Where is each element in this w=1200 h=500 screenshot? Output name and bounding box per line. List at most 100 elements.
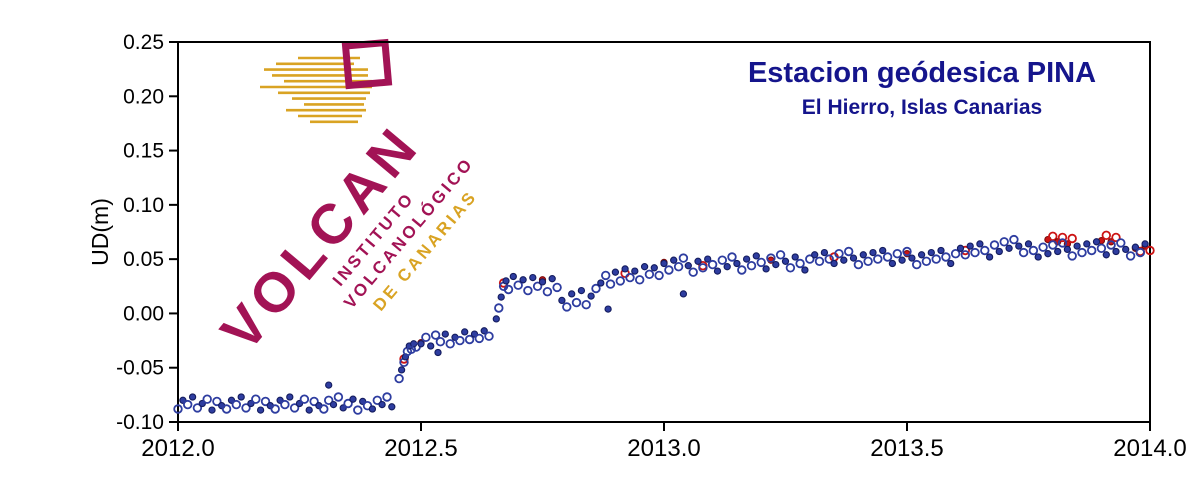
data-point [742,255,751,263]
data-point [1024,240,1033,248]
y-tick-label: 0.15 [123,140,164,163]
data-point [824,254,834,264]
data-point [688,267,698,277]
data-point [882,252,893,262]
data-point [591,283,601,294]
data-point [604,305,612,313]
data-point [931,254,941,264]
data-points [173,230,1155,415]
data-point [801,266,809,274]
data-point [1125,251,1136,261]
data-point [1009,234,1019,245]
data-point [684,262,692,270]
data-point [523,285,533,296]
data-point [791,253,799,261]
data-point [221,404,232,414]
data-point [985,253,994,261]
data-point [1111,232,1121,243]
data-point [650,264,658,272]
data-point [1083,240,1091,248]
data-point [970,247,980,258]
data-point [830,259,838,268]
involcan-hatch-icon [260,56,372,124]
data-point [212,396,222,407]
data-point [921,256,932,266]
data-point [237,393,245,401]
data-point [644,269,655,279]
data-point [717,255,727,265]
data-point [1141,240,1149,248]
data-point [173,404,183,414]
data-point [673,262,684,272]
data-point [723,263,731,271]
data-point [631,267,639,275]
data-point [577,286,586,295]
x-axis-ticks: 2012.0 2012.5 2013.0 2013.5 2014.0 [141,422,1187,462]
data-point [394,373,404,384]
data-point [581,300,591,310]
data-point [192,403,203,413]
data-point [324,395,334,405]
data-point [1145,245,1155,256]
data-point [775,250,786,260]
data-point [587,292,595,300]
data-point [388,403,396,411]
data-point [892,248,902,259]
data-point [1101,230,1111,240]
data-point [349,395,357,403]
data-point [309,396,319,407]
data-point [509,272,517,281]
data-point [713,267,722,275]
data-point [762,265,770,273]
data-point [1054,247,1062,256]
data-point [1067,251,1077,261]
data-point [1092,238,1101,246]
y-tick-label: 0.10 [123,194,164,217]
data-point [849,254,858,262]
data-point [427,342,435,350]
data-point [766,253,776,263]
data-point [814,256,825,266]
y-axis-ticks: -0.10 -0.05 0.00 0.05 0.10 0.15 0.20 0.25 [116,31,178,434]
data-point [912,259,922,270]
data-point [241,403,251,413]
data-point [746,261,757,271]
data-point [989,240,1000,250]
data-point [1073,242,1081,250]
data-point [1063,245,1072,254]
data-point [529,273,537,282]
data-point [756,257,766,268]
data-point [305,406,313,414]
data-point [976,240,984,248]
data-point [869,248,877,257]
data-point [251,394,261,404]
data-point [678,253,689,263]
data-point [333,392,344,402]
data-point [397,366,406,374]
data-point [727,252,737,262]
data-point [879,246,887,255]
data-point [995,247,1003,256]
data-point [1048,231,1058,241]
data-point [873,254,883,264]
data-point [378,400,386,409]
data-point [571,297,582,308]
x-tick-label: 2014.0 [1113,435,1186,462]
data-point [947,259,955,268]
data-point [1034,253,1042,261]
data-point [461,328,469,336]
data-point [960,250,970,260]
data-point [231,399,241,410]
series-gps-vertical-solution-blue-markers- [173,234,1149,415]
data-point [503,284,514,295]
data-point [372,395,382,405]
x-tick-label: 2012.0 [141,435,214,462]
data-point [902,246,912,257]
data-point [434,348,442,357]
data-point [733,259,741,268]
data-point [635,275,645,285]
data-point [1044,250,1052,258]
data-point [1057,232,1068,243]
